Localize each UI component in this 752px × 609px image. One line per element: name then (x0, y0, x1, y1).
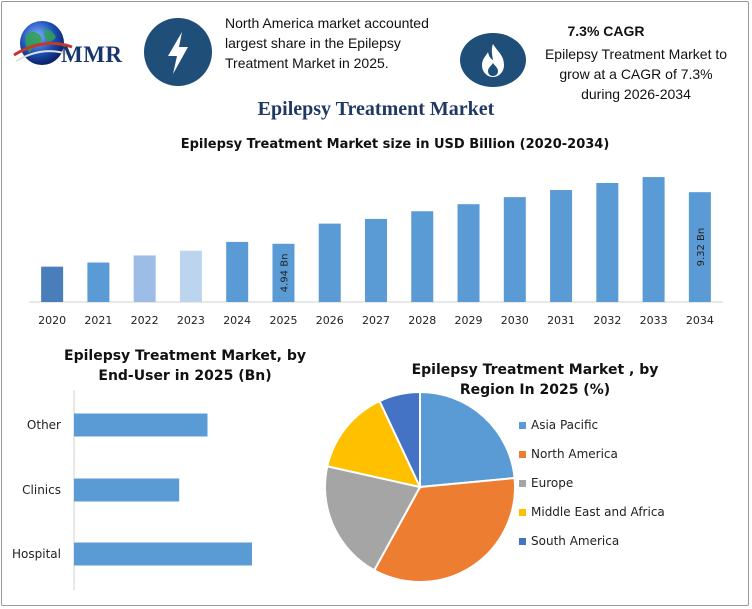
y-tick-label: Other (27, 418, 61, 432)
bar-2024 (226, 241, 249, 302)
bar-2022 (133, 255, 156, 302)
x-tick-label: 2027 (362, 314, 390, 327)
bar-2033 (642, 177, 665, 302)
x-tick-label: 2022 (131, 314, 159, 327)
x-tick-label: 2021 (84, 314, 112, 327)
hbar-other (74, 413, 208, 437)
end-user-bar-chart: Other Clinics Hospital (12, 390, 252, 590)
bar-2032 (596, 182, 619, 302)
x-tick-label: 2025 (269, 314, 297, 327)
share-note: North America market accounted largest s… (225, 15, 429, 71)
x-tick-label: 2024 (223, 314, 251, 327)
cagr-note: Epilepsy Treatment Market to grow at a C… (544, 46, 728, 102)
bar-2023 (179, 250, 202, 302)
page-title: Epilepsy Treatment Market (257, 98, 495, 120)
pie-slice-europe (324, 465, 422, 572)
bar-2020 (41, 266, 64, 302)
legend-label: South America (531, 534, 619, 548)
region-pie-chart: Asia Pacific North America Europe Middle Ea… (324, 390, 665, 583)
x-tick-label: 2023 (177, 314, 205, 327)
x-tick-label: 2034 (686, 314, 714, 327)
globe-icon (13, 21, 73, 65)
legend-swatch (519, 538, 526, 545)
x-tick-label: 2030 (501, 314, 529, 327)
hbar-clinics (74, 478, 180, 502)
logo-text: MMR (61, 42, 123, 67)
region-chart-title: Epilepsy Treatment Market , by Region In… (411, 362, 659, 398)
bar-2027 (365, 218, 387, 302)
x-tick-label: 2026 (316, 314, 344, 327)
legend-label: Europe (531, 476, 573, 490)
pie-slice-middle-east-and-africa (326, 399, 422, 489)
bar-2030 (503, 197, 526, 302)
flame-icon (460, 33, 526, 87)
legend-label: North America (531, 447, 618, 461)
bar-2025 (272, 243, 295, 302)
x-tick-label: 2033 (640, 314, 668, 327)
legend-swatch (519, 422, 526, 429)
mmr-logo (12, 15, 137, 75)
y-tick-label: Hospital (12, 547, 61, 561)
bar-2034 (688, 192, 711, 302)
bar-data-label: 9.32 Bn (696, 228, 707, 267)
x-tick-label: 2028 (408, 314, 436, 327)
legend-swatch (519, 451, 526, 458)
x-tick-label: 2029 (455, 314, 483, 327)
legend-label: Asia Pacific (531, 418, 598, 432)
cagr-label: 7.3% CAGR (567, 23, 645, 39)
legend-swatch (519, 480, 526, 487)
x-tick-label: 2031 (547, 314, 575, 327)
legend-swatch (519, 509, 526, 516)
bar-2028 (411, 211, 434, 302)
market-size-bar-chart: 2020 2021 2022 2023 2024 2025 2026 2027 2028 2029… (29, 177, 723, 327)
end-user-chart-title: Epilepsy Treatment Market, by End-User i… (64, 348, 306, 384)
bar-2031 (550, 190, 573, 302)
lightning-bolt-icon (144, 18, 212, 86)
bar-chart-title: Epilepsy Treatment Market size in USD Bi… (180, 137, 610, 152)
legend-label: Middle East and Africa (531, 505, 665, 519)
bar-2029 (457, 204, 480, 302)
pie-slice-north-america (372, 476, 516, 583)
hbar-hospital (74, 542, 252, 566)
bar-data-label: 4.94 Bn (279, 254, 290, 293)
pie-slice-asia-pacific (419, 390, 516, 489)
pie-slice-south-america (378, 390, 421, 488)
bar-2026 (318, 223, 341, 302)
x-tick-label: 2032 (593, 314, 621, 327)
x-tick-label: 2020 (38, 314, 66, 327)
bar-2021 (87, 262, 110, 302)
y-tick-label: Clinics (22, 483, 61, 497)
